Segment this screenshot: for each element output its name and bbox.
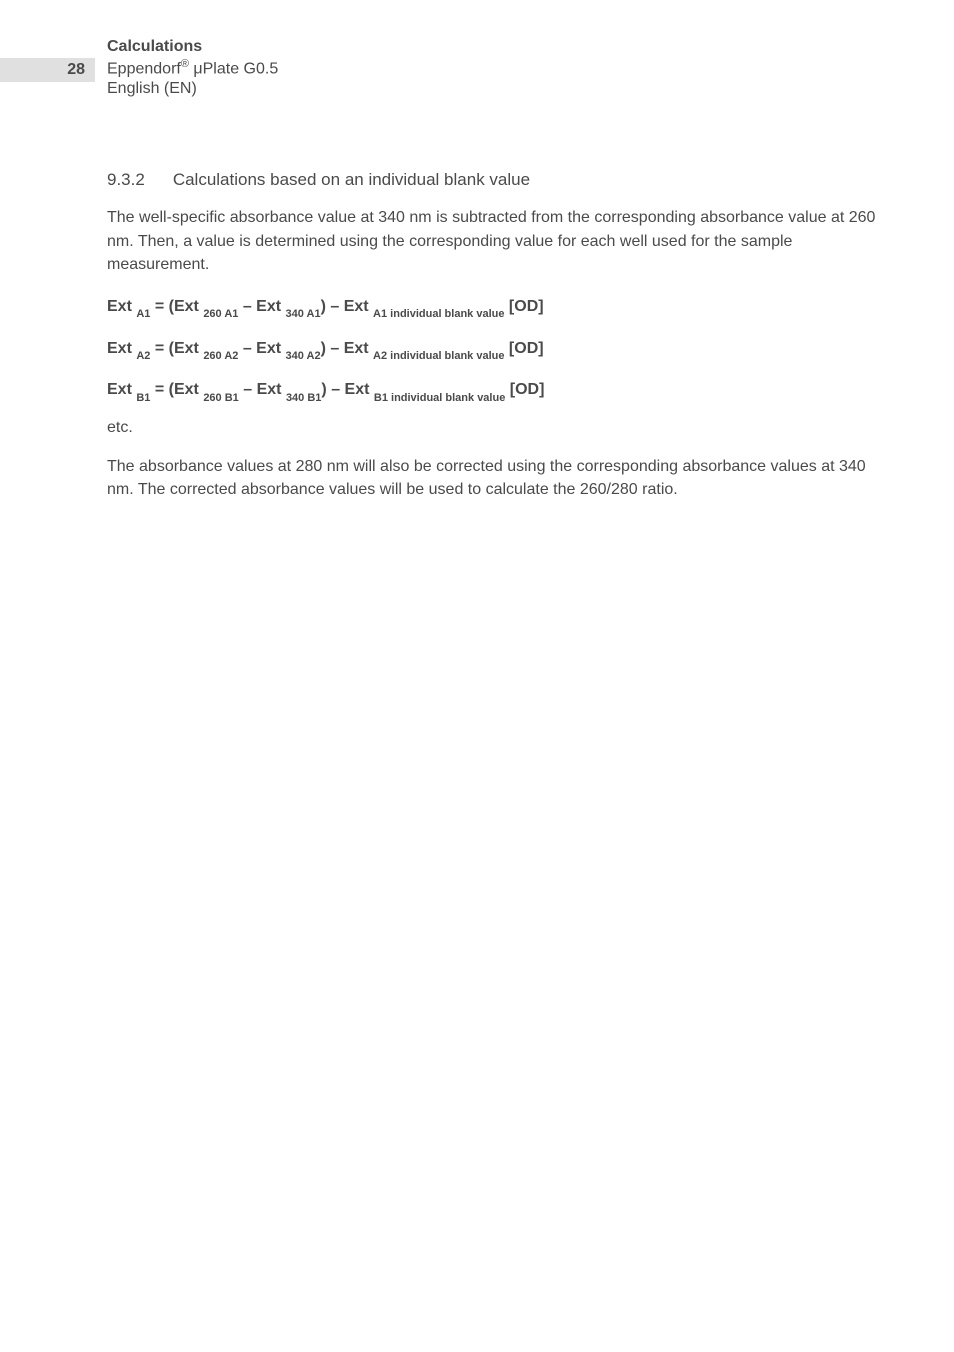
section-heading: 9.3.2 Calculations based on an individual… <box>107 170 894 190</box>
formula-eq: = <box>150 298 168 315</box>
formula-term1: (Ext <box>169 298 204 315</box>
formula-eq: = <box>150 381 168 398</box>
formula-term2: Ext <box>257 381 286 398</box>
formula-unit: [OD] <box>505 381 544 398</box>
header-title: Calculations <box>107 38 954 56</box>
section-title: Calculations based on an individual blan… <box>173 170 530 189</box>
header-language: English (EN) <box>107 80 954 98</box>
formula-row: Ext B1 = (Ext 260 B1 – Ext 340 B1) – Ext… <box>107 377 894 405</box>
formula-unit: [OD] <box>504 340 543 357</box>
formula-close-paren: ) – <box>321 381 344 398</box>
formula-term1: (Ext <box>169 381 204 398</box>
formula-close-paren: ) – <box>321 340 344 357</box>
formulas-block: Ext A1 = (Ext 260 A1 – Ext 340 A1) – Ext… <box>107 294 894 405</box>
formula-term3: Ext <box>344 298 373 315</box>
formula-eq: = <box>150 340 168 357</box>
header-text-block: Calculations Eppendorf® μPlate G0.5 Engl… <box>107 38 954 98</box>
formula-lhs-sub: B1 <box>136 392 150 404</box>
formula-row: Ext A1 = (Ext 260 A1 – Ext 340 A1) – Ext… <box>107 294 894 322</box>
formula-lhs: Ext <box>107 340 136 357</box>
formula-term2: Ext <box>256 340 285 357</box>
formula-term2-sub: 340 A2 <box>286 350 321 362</box>
formula-lhs-sub: A2 <box>136 350 150 362</box>
page-number: 28 <box>0 58 95 82</box>
page-number-text: 28 <box>67 61 85 79</box>
formula-term1-sub: 260 A2 <box>203 350 238 362</box>
formula-term2-sub: 340 A1 <box>286 308 321 320</box>
formula-term3-sub: A2 individual blank value <box>373 350 504 362</box>
formula-lhs: Ext <box>107 381 136 398</box>
header-region: 28 Calculations Eppendorf® μPlate G0.5 E… <box>0 0 954 98</box>
formula-close-paren: ) – <box>321 298 344 315</box>
registered-mark: ® <box>181 58 189 70</box>
formula-lhs: Ext <box>107 298 136 315</box>
formula-term2-sub: 340 B1 <box>286 392 321 404</box>
formula-term1-sub: 260 B1 <box>203 392 238 404</box>
formula-minus1: – <box>239 381 257 398</box>
formula-minus1: – <box>238 340 256 357</box>
paragraph-1: The well-specific absorbance value at 34… <box>107 206 894 276</box>
header-product-suffix: μPlate G0.5 <box>189 60 278 77</box>
header-product: Eppendorf® μPlate G0.5 <box>107 58 954 78</box>
header-brand: Eppendorf <box>107 60 181 77</box>
formula-minus1: – <box>238 298 256 315</box>
content-region: 9.3.2 Calculations based on an individual… <box>107 170 894 501</box>
formula-row: Ext A2 = (Ext 260 A2 – Ext 340 A2) – Ext… <box>107 336 894 364</box>
formula-term2: Ext <box>256 298 285 315</box>
paragraph-2: The absorbance values at 280 nm will als… <box>107 455 894 501</box>
formula-lhs-sub: A1 <box>136 308 150 320</box>
formula-term3: Ext <box>345 381 374 398</box>
formula-unit: [OD] <box>504 298 543 315</box>
formula-term3-sub: A1 individual blank value <box>373 308 504 320</box>
formula-term3: Ext <box>344 340 373 357</box>
formula-term1: (Ext <box>169 340 204 357</box>
formula-term1-sub: 260 A1 <box>203 308 238 320</box>
section-number: 9.3.2 <box>107 170 145 190</box>
formula-term3-sub: B1 individual blank value <box>374 392 505 404</box>
etc-text: etc. <box>107 419 894 437</box>
